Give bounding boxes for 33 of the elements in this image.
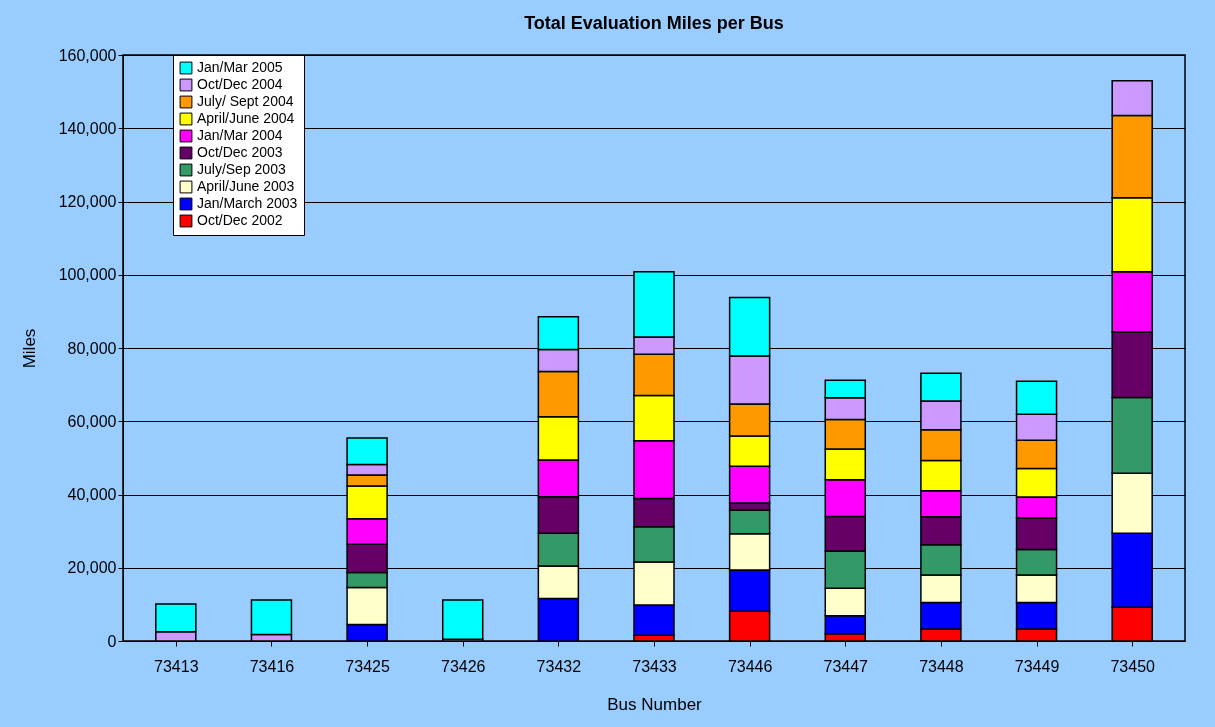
legend-label: Jan/Mar 2004 (197, 127, 283, 143)
x-tick-label: 73426 (440, 657, 486, 675)
y-tick-label: 80,000 (67, 339, 117, 357)
x-tick-label: 73416 (249, 657, 295, 675)
legend-label: Oct/Dec 2004 (197, 76, 283, 92)
y-tick-label: 0 (107, 632, 117, 650)
legend-label: April/June 2003 (197, 178, 295, 194)
y-tick-label: 120,000 (58, 193, 117, 210)
y-tick-label: 60,000 (67, 412, 117, 430)
legend-label: July/Sep 2003 (197, 161, 286, 177)
legend-label: Oct/Dec 2002 (197, 212, 283, 228)
x-tick-label: 73447 (823, 657, 869, 675)
y-tick-label: 140,000 (58, 119, 117, 137)
x-tick-label: 73433 (632, 657, 677, 675)
x-tick-label: 73413 (154, 657, 199, 675)
x-axis-title: Bus Number (607, 694, 703, 714)
legend-label: July/ Sept 2004 (197, 93, 294, 109)
y-tick-label: 20,000 (67, 559, 117, 577)
legend-label: Jan/March 2003 (197, 195, 298, 211)
legend-label: April/June 2004 (197, 110, 295, 126)
x-tick-label: 73432 (536, 657, 582, 675)
y-tick-label: 160,000 (58, 46, 117, 64)
x-tick-label: 73449 (1014, 657, 1060, 675)
x-tick-label: 73425 (345, 657, 390, 675)
y-tick-label: 100,000 (58, 266, 117, 284)
legend-label: Jan/Mar 2005 (197, 59, 283, 75)
x-tick-label: 73446 (727, 657, 773, 675)
x-tick-label: 73448 (919, 657, 964, 675)
y-tick-label: 40,000 (67, 486, 117, 503)
x-tick-label: 73450 (1110, 657, 1156, 675)
legend-label: Oct/Dec 2003 (197, 144, 283, 160)
y-axis-title: Miles (19, 328, 39, 369)
chart-title: Total Evaluation Miles per Bus (524, 13, 784, 33)
